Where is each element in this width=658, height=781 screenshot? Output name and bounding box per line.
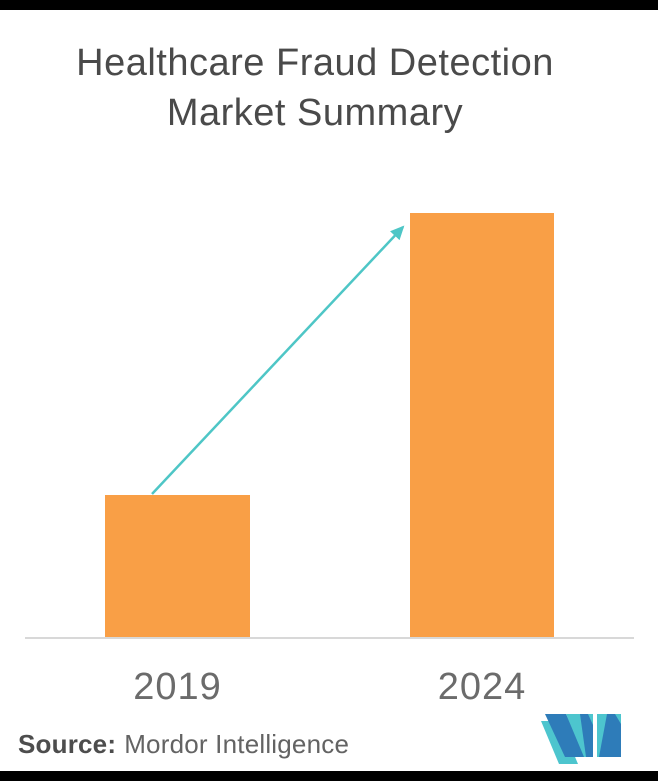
top-black-strip: [0, 0, 658, 10]
category-label-2019: 2019: [133, 666, 222, 708]
source-value: Mordor Intelligence: [124, 729, 350, 759]
chart-title: Healthcare Fraud Detection Market Summar…: [0, 38, 630, 138]
category-label-2024: 2024: [437, 666, 527, 708]
source-attribution: Source: Mordor Intelligence: [18, 729, 349, 760]
chart-title-line-1: Healthcare Fraud Detection: [76, 42, 554, 84]
mordor-intelligence-logo-icon: [541, 714, 621, 764]
bar-2019: [105, 495, 250, 637]
chart-title-line-2: Market Summary: [166, 92, 464, 134]
bottom-black-strip: [0, 771, 658, 781]
growth-arrow-line: [151, 225, 405, 495]
source-label: Source:: [18, 729, 117, 759]
x-axis-line: [25, 637, 634, 639]
logo-right-bar-blue: [599, 714, 621, 757]
logo-second-diagonal-blue: [580, 714, 593, 757]
bar-2024: [410, 213, 554, 637]
logo-first-diagonal-blue: [545, 714, 586, 757]
